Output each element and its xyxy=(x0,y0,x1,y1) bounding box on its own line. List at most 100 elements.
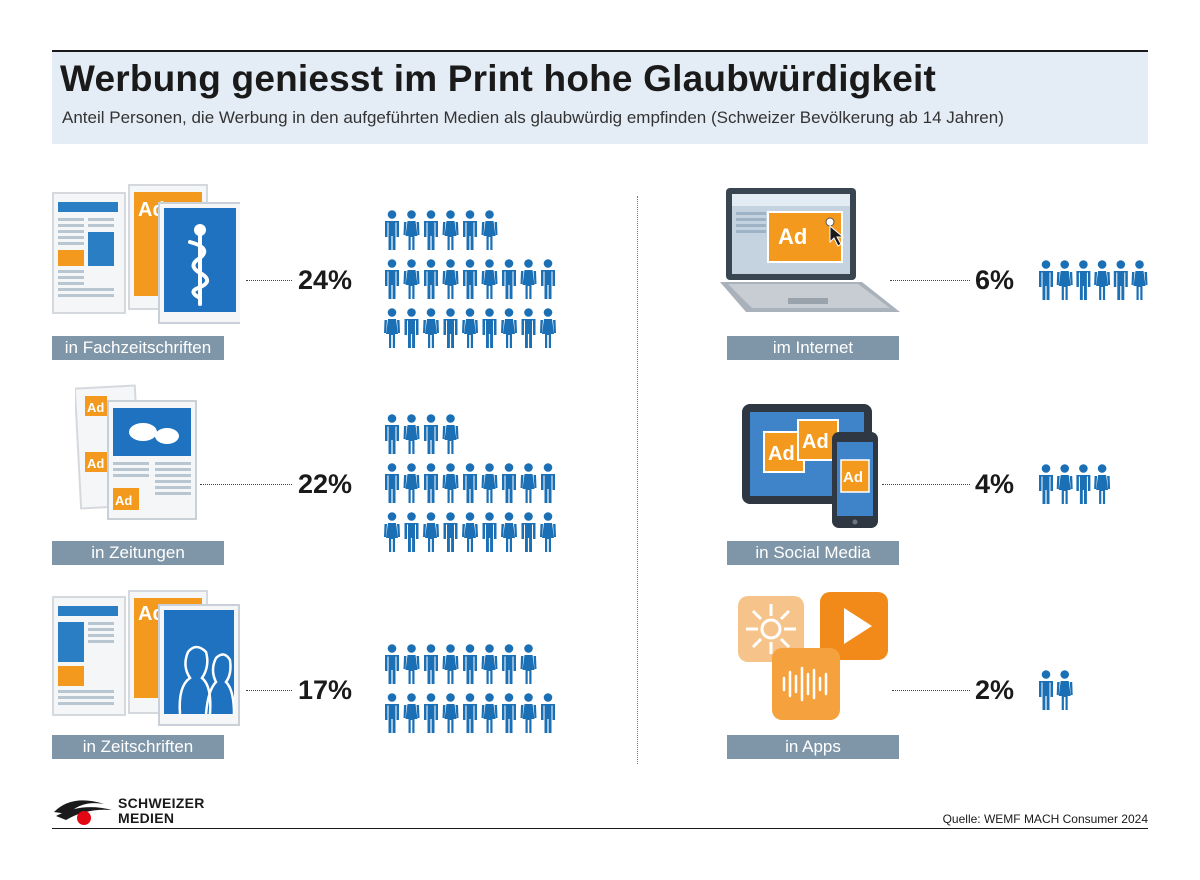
person-icon xyxy=(442,693,459,733)
person-icon xyxy=(385,210,399,250)
person-icon xyxy=(403,414,420,454)
person-icon xyxy=(442,463,459,503)
person-icon xyxy=(520,463,537,503)
person-icon xyxy=(403,259,420,299)
person-icon xyxy=(463,693,477,733)
person-icon xyxy=(1113,260,1128,300)
person-icon xyxy=(442,644,459,684)
person-icon xyxy=(423,512,439,552)
person-icon xyxy=(404,308,419,348)
schweizer-medien-logo xyxy=(54,800,112,825)
value-zeitschriften: 17% xyxy=(298,675,353,705)
label-fachzeitschriften: in Fachzeitschriften xyxy=(52,336,224,360)
person-icon xyxy=(520,259,537,299)
person-icon xyxy=(385,644,399,684)
svg-text:Ad: Ad xyxy=(778,224,807,249)
person-icon xyxy=(520,644,537,684)
person-icon xyxy=(1094,260,1111,300)
value-internet: 6% xyxy=(975,265,1015,295)
leader-line-internet xyxy=(890,280,970,281)
person-icon xyxy=(443,308,458,348)
pictogram-zeitungen xyxy=(384,414,556,552)
page-title: Werbung geniesst im Print hohe Glaubwürd… xyxy=(60,58,937,99)
person-icon xyxy=(481,693,498,733)
person-icon xyxy=(1076,464,1091,504)
person-icon xyxy=(1039,464,1053,504)
leader-line-fachzeitschriften xyxy=(246,280,292,281)
person-icon xyxy=(463,210,477,250)
value-fachzeitschriften: 24% xyxy=(298,265,353,295)
person-icon xyxy=(501,512,517,552)
person-icon xyxy=(502,644,516,684)
pictogram-fachzeitschriften xyxy=(384,210,556,348)
person-icon xyxy=(1056,260,1073,300)
laptop-ad-icon: Ad xyxy=(720,188,900,312)
logo-wordmark: SCHWEIZER MEDIEN xyxy=(118,796,205,826)
person-icon xyxy=(481,210,498,250)
person-icon xyxy=(1039,260,1053,300)
person-icon xyxy=(404,512,419,552)
person-icon xyxy=(424,414,438,454)
person-icon xyxy=(1056,670,1073,710)
person-icon xyxy=(540,512,556,552)
source-note: Quelle: WEMF MACH Consumer 2024 xyxy=(942,812,1148,826)
person-icon xyxy=(463,259,477,299)
svg-text:Ad: Ad xyxy=(843,469,863,486)
person-icon xyxy=(1131,260,1148,300)
svg-text:Ad: Ad xyxy=(115,493,132,508)
value-social-media: 4% xyxy=(975,469,1015,499)
logo-line-1: SCHWEIZER xyxy=(118,795,205,811)
person-icon xyxy=(463,644,477,684)
person-icon xyxy=(385,259,399,299)
label-zeitschriften: in Zeitschriften xyxy=(52,735,224,759)
person-icon xyxy=(482,512,497,552)
label-social-media: in Social Media xyxy=(727,541,899,565)
person-icon xyxy=(1056,464,1073,504)
page-subtitle: Anteil Personen, die Werbung in den aufg… xyxy=(62,108,1004,127)
person-icon xyxy=(442,414,459,454)
leader-line-zeitschriften xyxy=(246,690,292,691)
person-icon xyxy=(443,512,458,552)
svg-text:Ad: Ad xyxy=(87,400,104,415)
person-icon xyxy=(521,512,536,552)
label-zeitungen: in Zeitungen xyxy=(52,541,224,565)
leader-line-social-media xyxy=(882,484,970,485)
header-box: Werbung geniesst im Print hohe Glaubwürd… xyxy=(52,52,1148,144)
person-icon xyxy=(481,463,498,503)
person-icon xyxy=(403,693,420,733)
newspaper-icon: Ad Ad Ad xyxy=(75,384,197,520)
value-zeitungen: 22% xyxy=(298,469,353,499)
logo-line-2: MEDIEN xyxy=(118,810,175,826)
person-icon xyxy=(384,512,400,552)
person-icon xyxy=(462,512,478,552)
person-icon xyxy=(502,463,516,503)
label-internet: im Internet xyxy=(727,336,899,360)
person-icon xyxy=(541,259,555,299)
person-icon xyxy=(482,308,497,348)
person-icon xyxy=(462,308,478,348)
footer-rule xyxy=(52,828,1148,829)
leader-line-zeitungen xyxy=(200,484,292,485)
svg-text:Ad: Ad xyxy=(768,443,795,465)
person-icon xyxy=(403,644,420,684)
person-icon xyxy=(424,693,438,733)
person-icon xyxy=(385,693,399,733)
app-icons-icon xyxy=(738,592,888,720)
person-icon xyxy=(520,693,537,733)
person-icon xyxy=(385,463,399,503)
person-icon xyxy=(403,463,420,503)
person-icon xyxy=(481,644,498,684)
value-apps: 2% xyxy=(975,675,1015,705)
person-icon xyxy=(384,308,400,348)
person-icon xyxy=(521,308,536,348)
pictogram-internet xyxy=(1039,260,1148,300)
column-divider xyxy=(637,196,638,764)
pictogram-zeitschriften xyxy=(385,644,555,733)
medical-journal-icon: Ad xyxy=(52,184,240,324)
pictogram-social-media xyxy=(1039,464,1111,504)
person-icon xyxy=(442,259,459,299)
person-icon xyxy=(424,259,438,299)
svg-text:Ad: Ad xyxy=(802,431,829,453)
person-icon xyxy=(541,463,555,503)
leader-line-apps xyxy=(892,690,970,691)
